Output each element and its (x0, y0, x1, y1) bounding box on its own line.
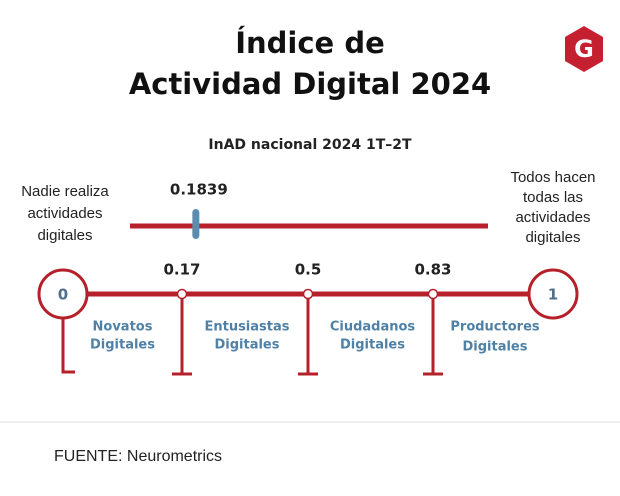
subtitle: InAD nacional 2024 1T–2T (208, 137, 412, 153)
segment-label: Digitales (462, 340, 527, 355)
segment-label: Digitales (90, 338, 155, 353)
logo-badge (565, 26, 603, 72)
left-note: Nadie realiza (21, 183, 109, 200)
right-note: todas las (523, 189, 583, 206)
tick (302, 288, 314, 300)
title-line: Índice de (235, 26, 385, 60)
tick (176, 288, 188, 300)
title-line: Actividad Digital 2024 (129, 67, 491, 101)
end-label: 0 (58, 286, 68, 304)
source: FUENTE: Neurometrics (54, 448, 222, 465)
end-label: 1 (548, 286, 558, 304)
end-point (527, 268, 579, 320)
bracket (423, 294, 443, 376)
tick-label: 0.5 (295, 261, 322, 279)
tick (427, 288, 439, 300)
segment-label: Novatos (93, 320, 153, 335)
tick-label: 0.17 (163, 261, 200, 279)
bracket (298, 294, 318, 376)
bracket (172, 294, 192, 376)
segment-label: Digitales (340, 338, 405, 353)
tick-label: 0.83 (414, 261, 451, 279)
right-note: Todos hacen (510, 169, 595, 186)
marker (192, 209, 200, 239)
marker-label: 0.1839 (170, 181, 228, 199)
right-note: actividades (515, 209, 590, 226)
segment-label: Entusiastas (204, 320, 289, 335)
left-note: digitales (37, 227, 92, 244)
logo-letter: G (574, 35, 594, 63)
segment-label: Productores (450, 320, 540, 335)
segment-label: Ciudadanos (330, 320, 416, 335)
end-point (37, 268, 89, 320)
right-note: digitales (525, 229, 580, 246)
segment-label: Digitales (214, 338, 279, 353)
left-note: actividades (27, 205, 102, 222)
bracket (61, 318, 75, 374)
